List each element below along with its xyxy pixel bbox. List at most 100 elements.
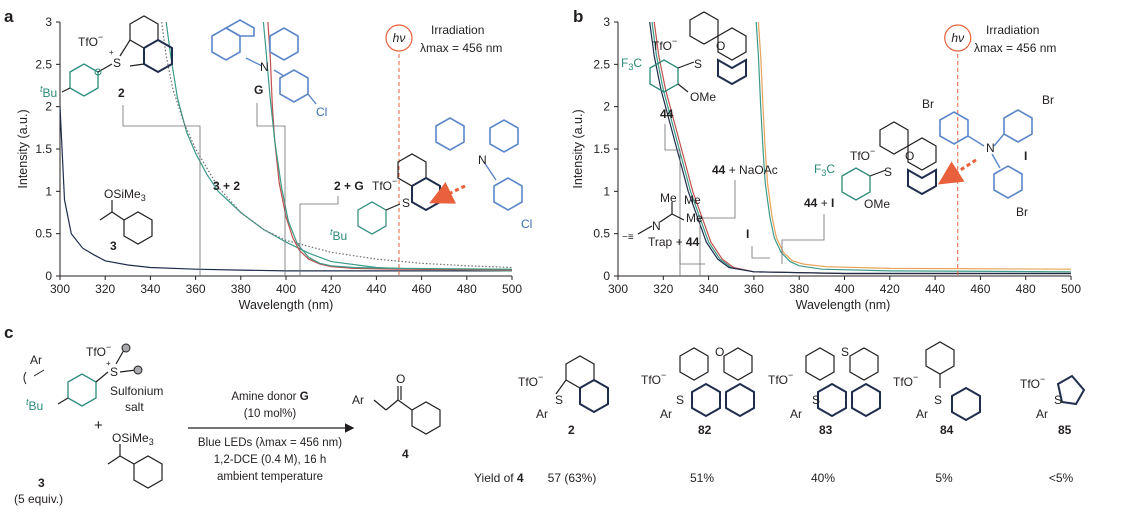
annotation-44-naoac: 44 + NaOAc — [712, 163, 778, 177]
chart-b-xtick-label: 300 — [608, 282, 628, 296]
catalyst-85-ar: Ar — [1036, 407, 1048, 421]
chart-b-ytick-label: 3 — [603, 15, 610, 29]
catalyst-82-label: 82 — [698, 423, 712, 437]
panel-c-letter: c — [4, 323, 13, 342]
sulfonium-salt-structure — [23, 343, 143, 407]
catalyst-2-tfo: TfO− — [518, 372, 543, 389]
chart-a-xtick-label: 380 — [231, 282, 251, 296]
chart-a-ytick-label: 0 — [45, 269, 52, 283]
complex-b-s: S — [884, 165, 892, 179]
sulfonium-label: Sulfonium — [110, 384, 163, 398]
complex-b-ome: OMe — [864, 197, 890, 211]
chart-b-ytick-label: 1 — [603, 184, 610, 198]
chart-a-xtick-label: 320 — [95, 282, 115, 296]
chart-b-series-44-i — [757, 21, 1072, 270]
chart-b-ytick-label: 0 — [603, 269, 610, 283]
enol-ether-equiv: (5 equiv.) — [14, 492, 63, 506]
annotation-3plus2: 3 + 2 — [213, 179, 240, 193]
chart-b-ytick-label: 1.5 — [593, 142, 610, 156]
enol-ether-label: 3 — [38, 476, 45, 490]
catalyst-82-s: S — [676, 393, 684, 407]
catalyst-2-structure — [555, 355, 609, 414]
chart-a-lambda-label: λmax = 456 nm — [420, 41, 502, 55]
catalyst-82-ar: Ar — [660, 407, 672, 421]
complex-tfo: TfO− — [372, 176, 397, 193]
panel-a-letter: a — [4, 7, 14, 26]
chart-a-ytick-label: 2.5 — [35, 57, 52, 71]
yield-catalyst-83: 40% — [811, 471, 835, 485]
molecule-44-ome: OMe — [690, 90, 716, 104]
complex-b-br1: Br — [922, 97, 934, 111]
chart-a-xtick-label: 420 — [321, 282, 341, 296]
complex-b-f3c: F3C — [814, 162, 835, 178]
molecule-g-n: N — [260, 60, 269, 74]
chart-b-xtick-label: 340 — [699, 282, 719, 296]
chart-a-x-label: Wavelength (nm) — [239, 298, 334, 312]
complex-b-br3: Br — [1016, 205, 1028, 219]
plus-sign: + — [94, 417, 103, 434]
catalyst-82-tfo: TfO− — [641, 370, 666, 387]
molecule-2-tbu: tBu — [40, 84, 57, 100]
trap-me2: Me — [684, 193, 701, 207]
trap-me1: Me — [660, 191, 677, 205]
chart-a-ytick-label: 1 — [45, 184, 52, 198]
enol-ether-osime3: OSiMe3 — [112, 431, 154, 447]
enol-ether-3-structure — [107, 444, 163, 489]
sulfonium-s: S — [110, 365, 118, 379]
catalyst-83-tfo: TfO− — [768, 370, 793, 387]
yield-catalyst-82: 51% — [690, 471, 714, 485]
molecule-44-structure — [649, 11, 747, 93]
chart-a-xtick-label: 340 — [140, 282, 160, 296]
molecule-44-s: S — [694, 57, 702, 71]
sulfonium-ar: Ar — [30, 353, 42, 367]
yield-catalyst-2: 57 (63%) — [548, 471, 597, 485]
leader-trap — [679, 252, 705, 265]
molecule-g-cl: Cl — [316, 105, 327, 119]
catalyst-82-o: O — [715, 345, 724, 359]
catalyst-85-s: S — [1054, 393, 1062, 407]
leader-44-naoac — [699, 180, 736, 276]
catalyst-85-structure — [1056, 374, 1086, 406]
molecule-44-tfo: TfO− — [652, 36, 677, 53]
molecule-2-s: S — [113, 56, 121, 70]
chart-a-xtick-label: 400 — [276, 282, 296, 296]
condition-mol-pct: (10 mol%) — [244, 408, 297, 420]
complex-cl: Cl — [521, 217, 532, 231]
complex-b-br2: Br — [1042, 93, 1054, 107]
molecule-2-structure — [61, 15, 173, 97]
chart-b-xtick-label: 400 — [834, 282, 854, 296]
trap-n: N — [652, 219, 661, 233]
chart-a-xtick-label: 360 — [186, 282, 206, 296]
chart-a-series-g — [267, 21, 513, 271]
catalyst-83-ar: Ar — [790, 407, 802, 421]
molecule-2-plus: + — [109, 48, 114, 57]
chart-a-xtick-label: 300 — [50, 282, 70, 296]
chart-a-xtick-label: 440 — [366, 282, 386, 296]
chart-b-y-label: Intensity (a.u.) — [571, 109, 585, 188]
complex-b-n: N — [986, 141, 995, 155]
catalyst-84-s: S — [934, 393, 942, 407]
leader-44-i — [781, 214, 825, 264]
yield-catalyst-84: 5% — [935, 471, 953, 485]
chart-a-series-3-2 — [161, 21, 513, 269]
chart-b-series-44-naoac — [653, 21, 1071, 275]
chart-a: 300 320 340 360 380 400 420 440 460 480 500 0 0.5 1 1… — [16, 15, 522, 312]
yield-row-label: Yield of 4 — [474, 471, 524, 485]
catalyst-2-label: 2 — [568, 423, 575, 437]
catalyst-2-ar: Ar — [536, 407, 548, 421]
complex-b-tfo: TfO− — [850, 146, 875, 163]
chart-b-lambda-label: λmax = 456 nm — [974, 41, 1056, 55]
catalyst-85-tfo: TfO− — [1020, 374, 1045, 391]
molecule-44-label: 44 — [660, 107, 674, 121]
leader-44 — [664, 124, 681, 276]
chart-a-xtick-label: 500 — [502, 282, 522, 296]
trap-triple: −≡ — [622, 232, 634, 243]
panel-b-letter: b — [573, 7, 583, 26]
chart-b-hv-label: hν — [951, 31, 964, 45]
chart-b: 300 320 340 360 380 400 420 440 460 480 500 0 0.5 1 1… — [571, 15, 1081, 312]
chart-a-series-2-g — [262, 21, 513, 270]
chart-b-ytick-label: 2 — [603, 100, 610, 114]
catalyst-83-s-top: S — [841, 345, 849, 359]
product-4-structure — [373, 386, 441, 435]
